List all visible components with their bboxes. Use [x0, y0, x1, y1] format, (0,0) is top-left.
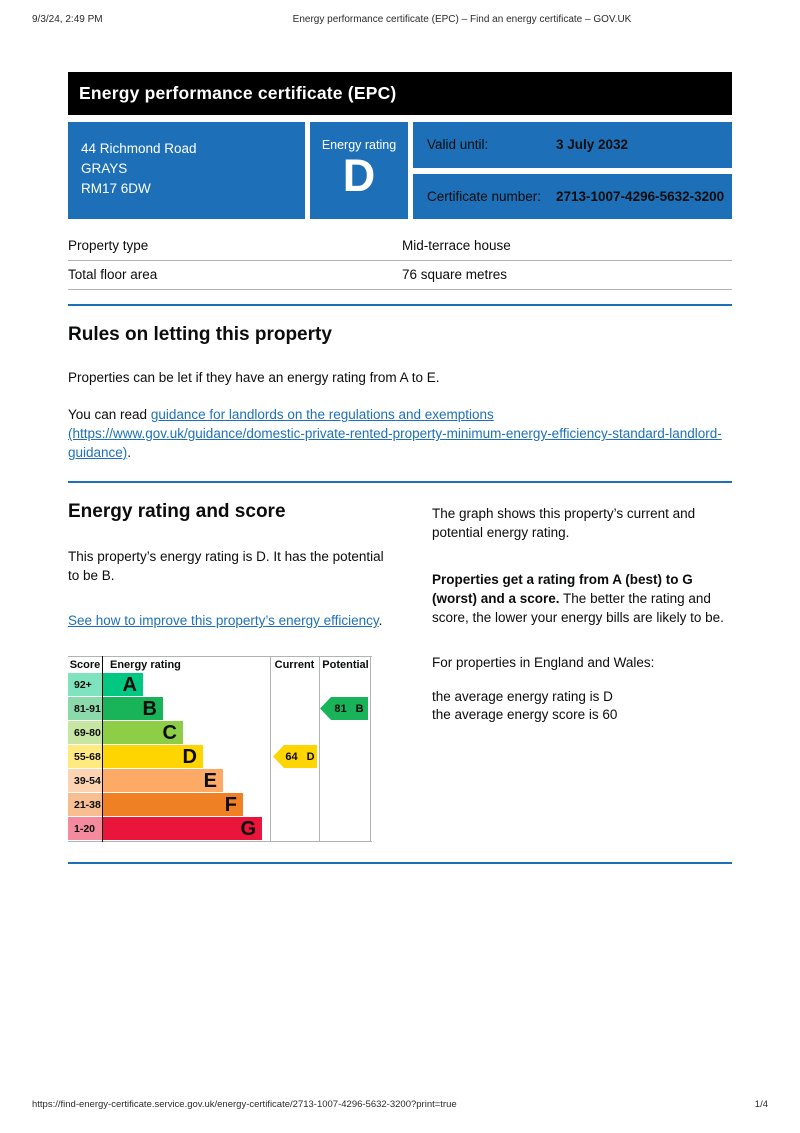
chart-right-border: [370, 656, 371, 842]
property-type-value: Mid-terrace house: [400, 232, 732, 261]
valid-until-label: Valid until:: [427, 137, 489, 153]
rating-band-c: C: [103, 721, 183, 744]
rating-band-e: E: [103, 769, 223, 792]
property-address: 44 Richmond Road GRAYS RM17 6DW: [68, 122, 305, 219]
chart-column-score: Score: [69, 659, 101, 671]
section-divider: [68, 304, 732, 306]
valid-until-row: Valid until: 3 July 2032: [413, 122, 732, 168]
energy-rating-label: Energy rating: [321, 138, 397, 152]
rating-band-a: A: [103, 673, 143, 696]
rating-explanation-rest: The better the rating and score, the low…: [432, 591, 724, 625]
table-row: Total floor area 76 square metres: [68, 260, 732, 290]
address-line-1: 44 Richmond Road: [81, 141, 197, 156]
footer-url: https://find-energy-certificate.service.…: [32, 1099, 457, 1110]
improve-efficiency-link[interactable]: See how to improve this property’s energ…: [68, 613, 379, 628]
certificate-number-value: 2713-1007-4296-5632-3200: [556, 188, 725, 204]
certificate-page: Energy performance certificate (EPC) 44 …: [68, 72, 732, 864]
score-range-e: 39-54: [68, 769, 102, 792]
certificate-number-label: Certificate number:: [427, 188, 542, 204]
rating-band-f: F: [103, 793, 243, 816]
score-range-a: 92+: [68, 673, 102, 696]
certificate-details: Valid until: 3 July 2032 Certificate num…: [413, 122, 732, 219]
current-rating-marker: 64 D: [273, 745, 317, 768]
chart-column-rating: Energy rating: [110, 659, 181, 671]
floor-area-value: 76 square metres: [400, 260, 732, 290]
guidance-prefix: You can read: [68, 407, 151, 422]
address-line-2: GRAYS: [81, 161, 128, 176]
graph-description: The graph shows this property’s current …: [432, 506, 696, 540]
certificate-number-row: Certificate number: 2713-1007-4296-5632-…: [413, 173, 732, 219]
energy-rating-box: Energy rating D: [310, 122, 408, 219]
certificate-title: Energy performance certificate (EPC): [79, 83, 397, 103]
energy-rating-value: D: [342, 150, 376, 201]
guidance-suffix: .: [127, 445, 132, 460]
score-range-b: 81-91: [68, 697, 102, 720]
chart-column-potential: Potential: [322, 659, 369, 671]
rating-summary-text: This property’s energy rating is D. It h…: [68, 549, 384, 583]
chart-score-divider: [102, 656, 103, 842]
average-rating-line: the average energy rating is D: [432, 689, 613, 704]
certificate-summary: 44 Richmond Road GRAYS RM17 6DW Energy r…: [68, 122, 732, 219]
rating-explanation-bold: Properties get a rating from A (best) to…: [432, 572, 693, 606]
score-range-g: 1-20: [68, 817, 102, 840]
rating-left-column: Energy rating and score This property’s …: [68, 483, 390, 842]
chart-column-current: Current: [274, 659, 315, 671]
section-divider: [68, 862, 732, 864]
property-type-label: Property type: [68, 232, 400, 261]
rules-section: Rules on letting this property Propertie…: [68, 324, 732, 462]
footer-page-number: 1/4: [754, 1099, 768, 1110]
guidance-link-url: (https://www.gov.uk/guidance/domestic-pr…: [68, 426, 722, 460]
certificate-banner: Energy performance certificate (EPC): [68, 72, 732, 115]
improve-suffix: .: [378, 613, 383, 628]
improve-paragraph: See how to improve this property’s energ…: [68, 611, 390, 630]
rating-band-d: D: [103, 745, 203, 768]
rules-paragraph: Properties can be let if they have an en…: [68, 370, 440, 385]
rules-heading: Rules on letting this property: [68, 324, 332, 345]
score-range-c: 69-80: [68, 721, 102, 744]
rating-explanation: Properties get a rating from A (best) to…: [432, 570, 732, 627]
valid-until-value: 3 July 2032: [556, 137, 629, 153]
chart-bottom-border: [68, 841, 372, 842]
property-details-table: Property type Mid-terrace house Total fl…: [68, 232, 732, 290]
average-stats: the average energy rating is D the averag…: [432, 688, 732, 723]
score-range-d: 55-68: [68, 745, 102, 768]
rating-heading: Energy rating and score: [68, 501, 286, 522]
chart-top-border: [68, 656, 372, 657]
chart-potential-divider: [319, 656, 320, 842]
epc-rating-graph: Score Energy rating Current Potential 92+ A 81…: [68, 656, 372, 842]
print-page-title: Energy performance certificate (EPC) – F…: [292, 14, 632, 25]
chart-current-divider: [270, 656, 271, 842]
guidance-link-text: guidance for landlords on the regulation…: [150, 407, 494, 422]
browser-print-footer: https://find-energy-certificate.service.…: [32, 1099, 768, 1113]
address-line-3: RM17 6DW: [81, 181, 151, 196]
table-row: Property type Mid-terrace house: [68, 232, 732, 261]
rating-band-b: B: [103, 697, 163, 720]
print-timestamp: 9/3/24, 2:49 PM: [32, 14, 103, 25]
rating-right-column: The graph shows this property’s current …: [432, 483, 732, 842]
energy-rating-section: Energy rating and score This property’s …: [68, 483, 732, 842]
potential-rating-marker: 81 B: [320, 697, 368, 720]
england-wales-intro: For properties in England and Wales:: [432, 655, 655, 670]
average-score-line: the average energy score is 60: [432, 706, 618, 722]
guidance-paragraph: You can read guidance for landlords on t…: [68, 405, 732, 462]
section-divider: [68, 481, 732, 483]
floor-area-label: Total floor area: [68, 260, 400, 290]
landlord-guidance-link[interactable]: guidance for landlords on the regulation…: [68, 407, 722, 460]
browser-print-header: 9/3/24, 2:49 PM Energy performance certi…: [32, 14, 768, 28]
score-range-f: 21-38: [68, 793, 102, 816]
rating-band-g: G: [103, 817, 262, 840]
